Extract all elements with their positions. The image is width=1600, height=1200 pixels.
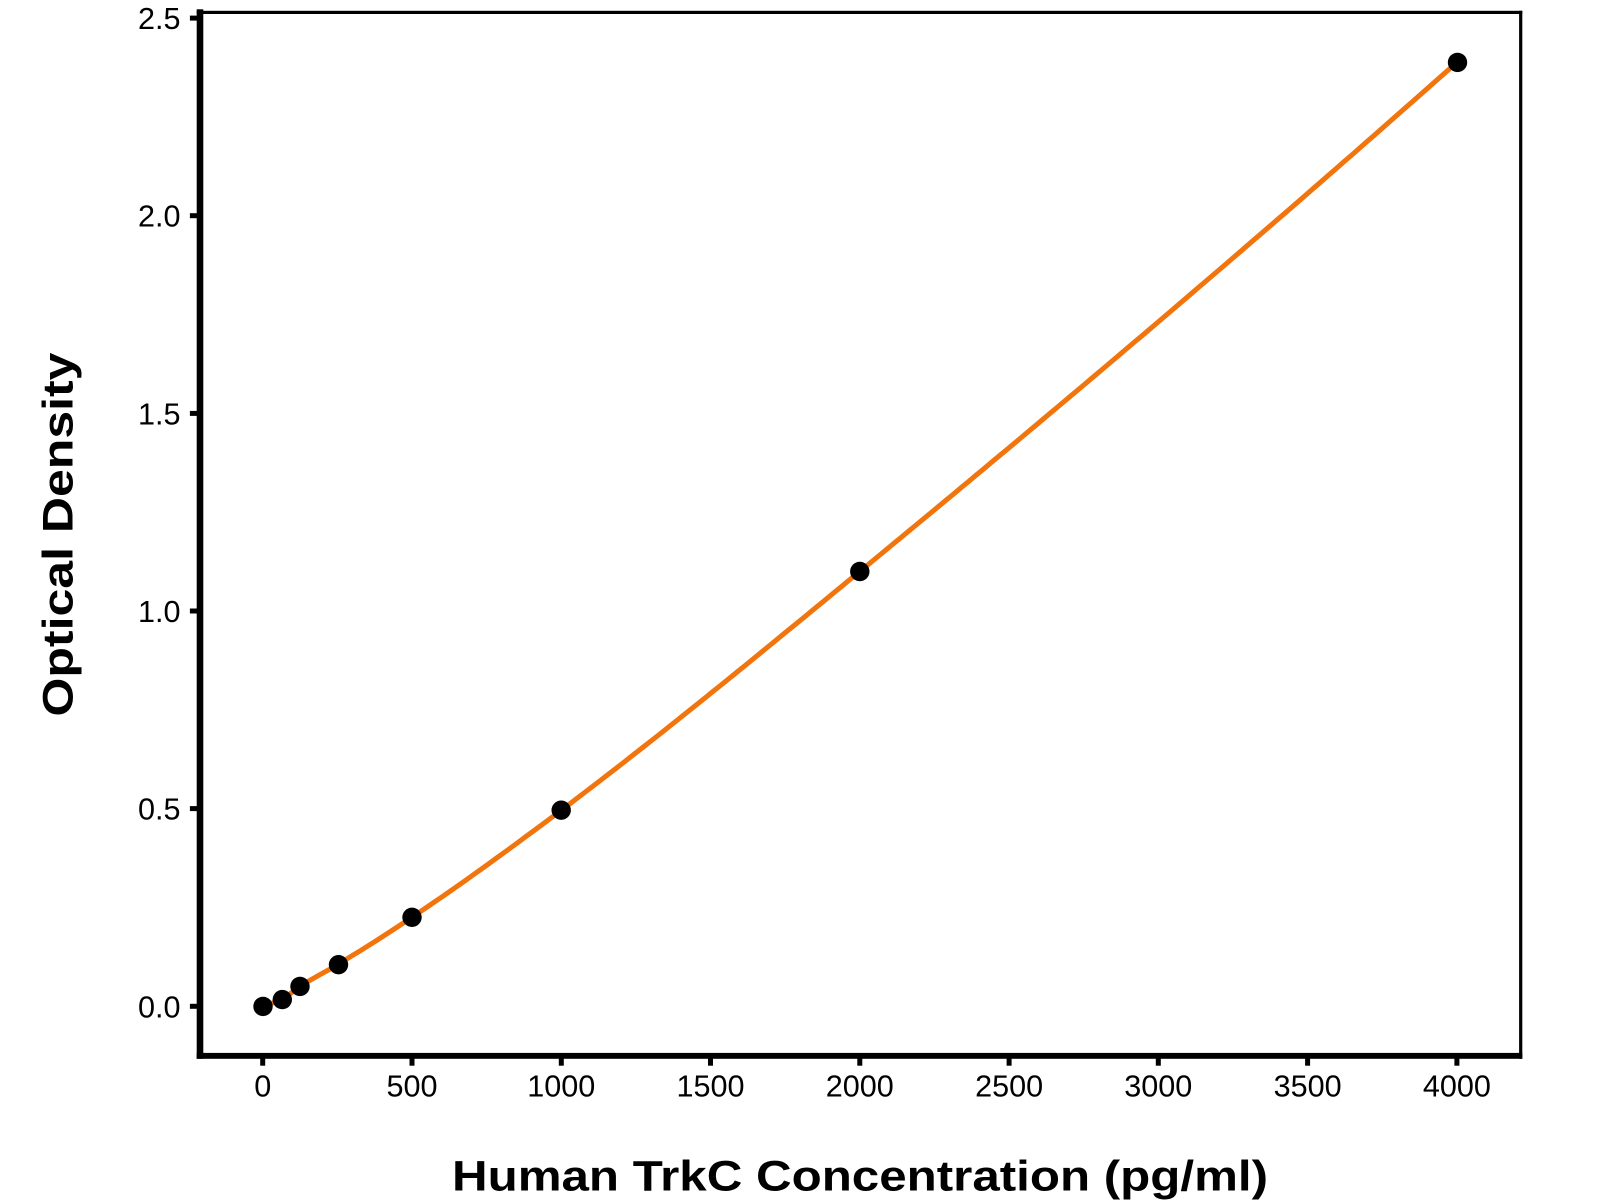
svg-text:4000: 4000 (1423, 1070, 1491, 1104)
svg-text:0: 0 (254, 1070, 271, 1104)
svg-text:1.0: 1.0 (138, 595, 181, 629)
svg-text:2000: 2000 (826, 1070, 894, 1104)
svg-text:2500: 2500 (975, 1070, 1043, 1104)
svg-text:2.0: 2.0 (138, 200, 181, 234)
svg-text:0.5: 0.5 (138, 793, 181, 827)
svg-text:1000: 1000 (527, 1070, 595, 1104)
svg-text:1.5: 1.5 (138, 397, 181, 431)
svg-text:3000: 3000 (1124, 1070, 1192, 1104)
svg-text:Human TrkC Concentration (pg/m: Human TrkC Concentration (pg/ml) (452, 1154, 1268, 1200)
svg-text:Optical Density: Optical Density (36, 352, 83, 716)
svg-text:2.5: 2.5 (138, 2, 181, 36)
svg-text:500: 500 (386, 1070, 437, 1104)
svg-text:3500: 3500 (1274, 1070, 1342, 1104)
svg-text:1500: 1500 (676, 1070, 744, 1104)
svg-text:0.0: 0.0 (138, 990, 181, 1024)
